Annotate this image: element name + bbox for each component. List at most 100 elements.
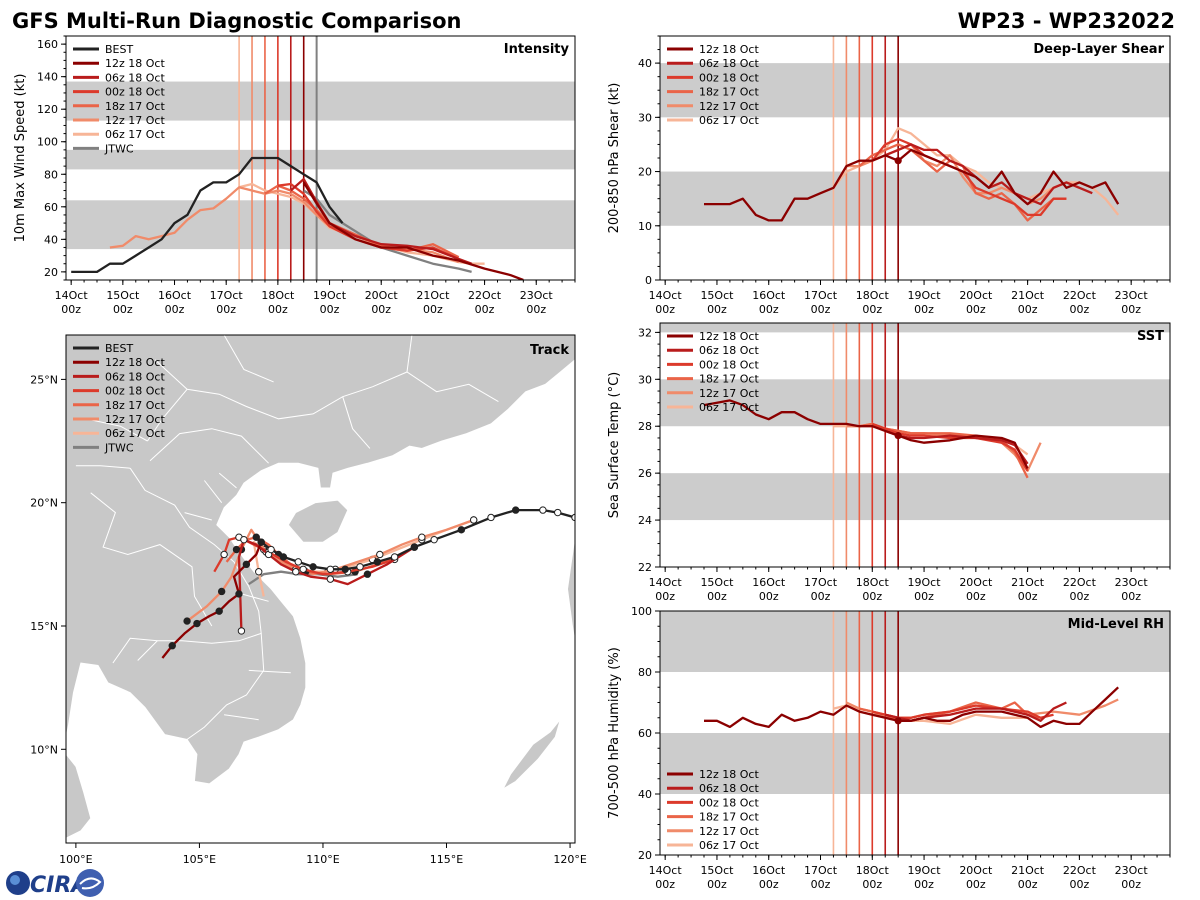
track-point-best [539, 506, 547, 514]
intensity-xtick-label-21: 21Oct [416, 289, 450, 302]
sst-xtick-sublabel-15: 00z [707, 590, 727, 603]
track-point-best [257, 538, 265, 546]
track-xtick-label-105: 105°E [183, 853, 216, 866]
admin-border-5 [112, 637, 158, 664]
sst-xtick-label-21: 21Oct [1011, 576, 1045, 589]
rh-legend-label-12z-17-oct: 12z 17 Oct [699, 825, 759, 838]
track-point-best [341, 565, 349, 573]
track-legend-label-18z-17-oct: 18z 17 Oct [105, 399, 165, 412]
intensity-legend-label-best: BEST [105, 43, 133, 56]
intensity-xtick-label-20: 20Oct [365, 289, 399, 302]
shear-xtick-label-14: 14Oct [649, 289, 683, 302]
rh-xtick-sublabel-21: 00z [1018, 878, 1038, 891]
track-ytick-label-25: 25°N [30, 373, 58, 386]
track-ytick-label-15: 15°N [30, 620, 58, 633]
intensity-xtick-sublabel-14: 00z [61, 303, 81, 316]
rh-xtick-label-22: 22Oct [1063, 864, 1097, 877]
rh-xtick-label-17: 17Oct [804, 864, 838, 877]
intensity-xtick-label-14: 14Oct [55, 289, 89, 302]
sst-band-2 [660, 323, 1170, 333]
rh-xtick-sublabel-16: 00z [759, 878, 779, 891]
intensity-ytick-label-40: 40 [44, 233, 58, 246]
track-point-18z-17-oct [232, 545, 241, 554]
admin-border-16 [241, 593, 269, 602]
track-point-00z-18-oct [299, 565, 307, 573]
shear-panel: 01020304014Oct00z15Oct00z16Oct00z17Oct00… [607, 35, 1171, 316]
rh-xtick-label-18: 18Oct [856, 864, 890, 877]
track-point-best [430, 535, 438, 544]
intensity-ytick-label-120: 120 [37, 103, 58, 116]
track-point-12z-17-oct [376, 550, 384, 559]
track-point-best [279, 553, 288, 561]
rh-legend-label-18z-17-oct: 18z 17 Oct [699, 811, 759, 824]
rh-xtick-label-19: 19Oct [908, 864, 942, 877]
rh-xtick-sublabel-14: 00z [655, 878, 675, 891]
intensity-band-2 [66, 81, 575, 121]
shear-band-1 [660, 63, 1170, 118]
rh-band-0 [660, 733, 1170, 794]
intensity-xtick-label-19: 19Oct [313, 289, 347, 302]
sst-xtick-label-18: 18Oct [856, 576, 890, 589]
sst-legend-label-12z-17-oct: 12z 17 Oct [699, 387, 759, 400]
shear-ylabel: 200-850 hPa Shear (kt) [607, 83, 622, 234]
sst-ytick-label-22: 22 [638, 561, 652, 574]
rh-title: Mid-Level RH [1068, 617, 1164, 632]
rh-xtick-label-21: 21Oct [1011, 864, 1045, 877]
rh-xtick-label-16: 16Oct [752, 864, 786, 877]
track-point-06z-18-oct [237, 627, 246, 635]
track-point-12z-18-oct [242, 560, 251, 569]
track-point-best [457, 526, 466, 534]
intensity-xtick-sublabel-23: 00z [526, 303, 546, 316]
track-xtick-label-115: 115°E [430, 853, 463, 866]
intensity-ytick-label-60: 60 [44, 201, 58, 214]
intensity-xtick-label-17: 17Oct [210, 289, 244, 302]
shear-plot-area [660, 36, 1170, 280]
sst-title: SST [1137, 329, 1164, 344]
track-map-area [66, 335, 575, 843]
track-point-06z-18-oct [240, 535, 248, 544]
land-polygon-3 [567, 537, 575, 641]
intensity-ytick-label-100: 100 [37, 136, 58, 149]
track-point-18z-17-oct [252, 533, 260, 541]
sst-xtick-label-19: 19Oct [908, 576, 942, 589]
shear-xtick-sublabel-21: 00z [1018, 303, 1038, 316]
intensity-legend-label-12z-18-oct: 12z 18 Oct [105, 57, 165, 70]
sst-xtick-sublabel-18: 00z [862, 590, 882, 603]
sst-xtick-sublabel-23: 00z [1121, 590, 1141, 603]
shear-xtick-label-21: 21Oct [1011, 289, 1045, 302]
track-point-12z-18-oct [168, 642, 176, 650]
rh-series-12z-18-oct [704, 686, 1119, 729]
admin-border-2 [186, 633, 265, 740]
shear-xtick-sublabel-22: 00z [1070, 303, 1090, 316]
track-point-best [373, 558, 382, 566]
rh-legend-label-12z-18-oct: 12z 18 Oct [699, 768, 759, 781]
intensity-xtick-label-18: 18Oct [261, 289, 295, 302]
admin-border-9 [372, 371, 499, 403]
track-legend-label-12z-17-oct: 12z 17 Oct [105, 413, 165, 426]
intensity-legend-label-06z-17-oct: 06z 17 Oct [105, 128, 165, 141]
shear-legend-label-12z-17-oct: 12z 17 Oct [699, 100, 759, 113]
sst-xtick-sublabel-16: 00z [759, 590, 779, 603]
sst-xtick-sublabel-14: 00z [655, 590, 675, 603]
shear-legend-label-12z-18-oct: 12z 18 Oct [699, 43, 759, 56]
sst-xtick-label-22: 22Oct [1063, 576, 1097, 589]
intensity-ytick-label-160: 160 [37, 38, 58, 51]
sst-xtick-sublabel-19: 00z [914, 590, 934, 603]
admin-border-1 [129, 467, 262, 661]
intensity-ytick-label-140: 140 [37, 71, 58, 84]
track-point-best [326, 565, 335, 573]
track-point-12z-17-oct [217, 587, 226, 596]
track-point-06z-18-oct [363, 570, 372, 578]
shear-xtick-label-23: 23Oct [1115, 289, 1149, 302]
sst-panel: 22242628303214Oct00z15Oct00z16Oct00z17Oc… [607, 322, 1171, 603]
admin-border-12 [147, 388, 188, 442]
land-polygon-1 [66, 753, 92, 839]
track-point-12z-17-oct [183, 617, 191, 625]
cira-logo-swirl-icon [76, 869, 104, 897]
shear-xtick-sublabel-15: 00z [707, 303, 727, 316]
shear-ytick-label-20: 20 [638, 166, 652, 179]
intensity-xtick-label-16: 16Oct [158, 289, 192, 302]
rh-legend-label-06z-17-oct: 06z 17 Oct [699, 839, 759, 852]
admin-border-15 [184, 512, 212, 521]
track-point-best [554, 508, 562, 517]
